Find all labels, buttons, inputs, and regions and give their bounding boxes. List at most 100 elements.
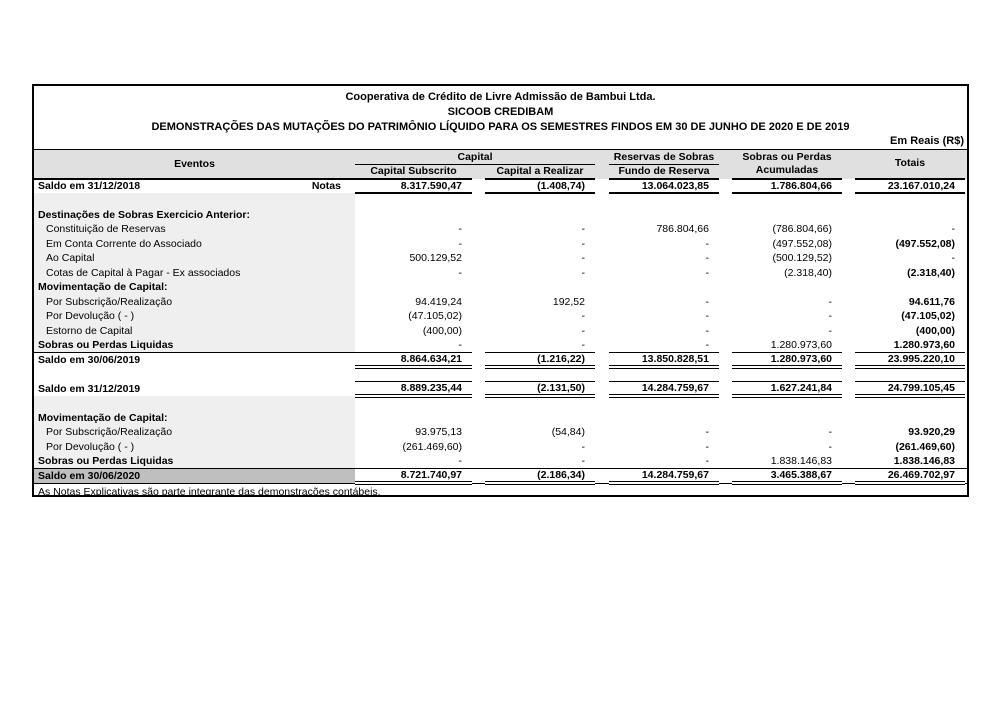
cell-label: Movimentação de Capital: [34,280,355,295]
table-row-section-movimentacao-2: Movimentação de Capital: [34,410,967,425]
cell-fundo-de-reserva: 13.064.023,85 [609,178,719,194]
cell-sobras-perdas: (2.318,40) [784,266,832,279]
cell-capital-subscrito: 500.129,52 [409,252,462,265]
cell-totais: 23.995.220,10 [855,352,965,369]
brand-name: SICOOB CREDIBAM [447,106,554,118]
table-row-saldo-31-12-2019: Saldo em 31/12/2019 8.889.235,44 (2.131,… [34,381,967,398]
cell-capital-a-realizar: 192,52 [552,295,585,308]
cell-sobras-perdas: 1.627.241,84 [732,381,842,398]
table-row-spacer [34,193,967,208]
cell-capital-subscrito: 8.889.235,44 [355,381,472,398]
equity-statement-table: Eventos Capital Reservas de Sobras Sobra… [34,149,967,495]
cell-label: Ao Capital [34,251,355,266]
cell-fundo-de-reserva: - [705,295,710,308]
cell-capital-a-realizar: (1.216,22) [485,352,595,369]
cell-fundo-de-reserva: 14.284.759,67 [609,468,719,485]
cell-sobras-perdas: 1.280.973,60 [770,339,832,351]
cell-fundo-de-reserva: - [705,310,710,323]
table-row-saldo-30-06-2019: Saldo em 30/06/2019 8.864.634,21 (1.216,… [34,352,967,369]
sobras-perdas-line2: Acumuladas [755,163,819,176]
cell-sobras-perdas: - [828,310,833,323]
cell-label: Sobras ou Perdas Liquidas [34,454,355,469]
cell-label [34,367,355,382]
cell-fundo-de-reserva: - [705,440,710,453]
cell-label: Saldo em 30/06/2019 [34,352,355,367]
cell-capital-subscrito: (400,00) [422,324,462,337]
cell-capital-subscrito: - [458,266,463,279]
table-row-estorno: Estorno de Capital (400,00) - - - (400,0… [34,323,967,338]
cell-capital-a-realizar: - [581,310,586,323]
cell-capital-subscrito: - [458,455,463,467]
table-row-constituicao-reservas: Constituição de Reservas - - 786.804,66 … [34,222,967,237]
cell-totais: - [951,223,956,236]
cell-sobras-perdas: 1.280.973,60 [732,352,842,369]
cell-label [34,193,355,208]
cell-label: Constituição de Reservas [34,222,355,237]
sobras-perdas-line1: Sobras ou Perdas [742,150,832,163]
cell-totais: (47.105,02) [901,310,955,323]
notas-label: Notas [311,180,341,193]
cell-capital-subscrito: 94.419,24 [415,295,462,308]
cell-capital-a-realizar: (1.408,74) [485,178,595,194]
cell-label: Em Conta Corrente do Associado [34,236,355,251]
cell-label: Por Devolução ( - ) [34,439,355,454]
cell-capital-subscrito: (261.469,60) [402,440,462,453]
cell-label [34,396,355,411]
cell-fundo-de-reserva: 13.850.828,51 [609,352,719,369]
header-gap [965,149,967,179]
cell-totais: 94.611,76 [908,295,955,308]
table-row-devolucao-1: Por Devolução ( - ) (47.105,02) - - - (4… [34,309,967,324]
header-gap [595,149,609,179]
cell-sobras-perdas: (786.804,66) [772,223,832,236]
column-header-capital-subscrito: Capital Subscrito [355,164,472,180]
cell-sobras-perdas: - [828,440,833,453]
column-group-capital: Capital [355,149,595,165]
cell-sobras-perdas: - [828,295,833,308]
table-row-saldo-31-12-2018: Saldo em 31/12/2018 Notas 8.317.590,47 (… [34,178,967,194]
cell-label: Saldo em 30/06/2020 [34,468,355,483]
table-row-sobras-liquidas-1: Sobras ou Perdas Liquidas - - - 1.280.97… [34,338,967,353]
table-row-spacer [34,367,967,382]
cell-sobras-perdas: (497.552,08) [772,237,832,250]
cell-capital-subscrito: 8.317.590,47 [355,178,472,194]
table-row-section-destinacoes: Destinações de Sobras Exercicio Anterior… [34,207,967,222]
gap [842,179,855,194]
cell-capital-a-realizar: - [581,237,586,250]
cell-capital-a-realizar: - [581,324,586,337]
company-name: Cooperativa de Crédito de Livre Admissão… [345,91,656,103]
gap [595,179,609,194]
column-group-reservas: Reservas de Sobras [609,149,719,165]
cell-sobras-perdas: 3.465.388,67 [732,468,842,485]
cell-fundo-de-reserva: - [705,455,710,467]
statement-frame: Cooperativa de Crédito de Livre Admissão… [32,84,969,497]
cell-sobras-perdas: (500.129,52) [772,252,832,265]
cell-totais: (261.469,60) [895,440,955,453]
cell-capital-a-realizar: - [581,223,586,236]
cell-fundo-de-reserva: - [705,426,710,439]
table-row-subscricao-1: Por Subscrição/Realização 94.419,24 192,… [34,294,967,309]
table-row-devolucao-2: Por Devolução ( - ) (261.469,60) - - - (… [34,439,967,454]
cell-totais: - [951,252,956,265]
cell-totais: 93.920,29 [908,426,955,439]
column-header-eventos: Eventos [34,149,355,180]
header-row-subcolumns: Capital Subscrito Capital a Realizar Fun… [34,163,967,180]
cell-capital-subscrito: 8.864.634,21 [355,352,472,369]
header-row-groups: Eventos Capital Reservas de Sobras Sobra… [34,149,967,180]
cell-label: Destinações de Sobras Exercicio Anterior… [34,207,355,222]
cell-label: Estorno de Capital [34,323,355,338]
cell-label: Por Subscrição/Realização [34,294,355,309]
cell-capital-subscrito: (47.105,02) [408,310,462,323]
cell-sobras-perdas: - [828,426,833,439]
column-header-capital-a-realizar: Capital a Realizar [485,164,595,180]
cell-totais: (400,00) [915,324,955,337]
cell-capital-a-realizar: - [581,455,586,467]
table-row-saldo-30-06-2020: Saldo em 30/06/2020 8.721.740,97 (2.186,… [34,468,967,485]
table-row-sobras-liquidas-2: Sobras ou Perdas Liquidas - - - 1.838.14… [34,454,967,469]
table-row-section-movimentacao-1: Movimentação de Capital: [34,280,967,295]
table-header: Eventos Capital Reservas de Sobras Sobra… [34,149,967,180]
gap [472,179,485,194]
header-gap [719,149,732,179]
header-gap [842,149,855,179]
header-gap [472,163,485,179]
table-row-ao-capital: Ao Capital 500.129,52 - - (500.129,52) - [34,251,967,266]
